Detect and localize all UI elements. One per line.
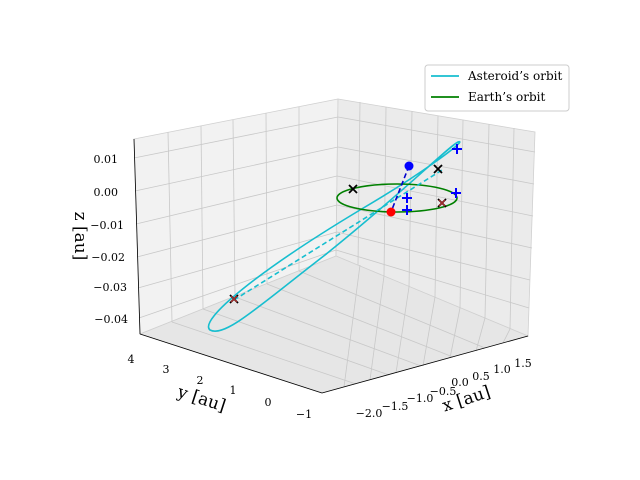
- legend-label-asteroid: Asteroid’s orbit: [467, 69, 562, 83]
- asteroid-position-marker: [404, 161, 414, 171]
- y-tick-label: 2: [197, 374, 204, 387]
- cross-marker: [348, 184, 358, 194]
- y-tick-label: 3: [163, 363, 170, 376]
- z-tick-label: −0.02: [91, 251, 125, 264]
- red-cross-marker: [438, 199, 446, 207]
- plus-marker: [452, 144, 462, 154]
- legend-box: [424, 64, 570, 112]
- x-tick-label: 0.5: [472, 370, 490, 383]
- plus-marker: [451, 188, 461, 198]
- plus-marker: [402, 193, 412, 203]
- y-tick-label: 0: [265, 396, 272, 409]
- x-tick-label: −1.0: [407, 392, 434, 405]
- x-tick-label: −0.5: [430, 385, 457, 398]
- x-tick-label: 0.0: [451, 376, 469, 389]
- x-tick-label: 1.0: [493, 363, 511, 376]
- asteroid-orbit-line: [207, 140, 461, 332]
- z-axis-label: z [au]: [70, 212, 90, 261]
- x-tick-label: −2.0: [356, 407, 383, 420]
- x-tick-label: 1.5: [514, 357, 532, 370]
- x-tick-label: −1.5: [382, 400, 409, 413]
- line-of-nodes: [233, 169, 443, 301]
- earth-position-marker: [386, 207, 396, 217]
- z-tick-label: 0.01: [94, 153, 119, 166]
- z-tick-label: −0.01: [90, 219, 124, 232]
- plus-marker: [402, 205, 412, 215]
- cross-marker: [433, 164, 443, 174]
- z-tick-label: 0.00: [94, 186, 119, 199]
- legend: Asteroid’s orbit Earth’s orbit: [424, 64, 570, 112]
- y-tick-label: 4: [128, 353, 135, 366]
- x-axis: −2.0 −1.5 −1.0 −0.5 0.0 0.5 1.0 1.5 x [a…: [321, 335, 532, 420]
- z-tick-label: −0.04: [94, 313, 128, 326]
- red-cross-marker: [230, 295, 238, 303]
- legend-label-earth: Earth’s orbit: [468, 90, 545, 104]
- z-axis: 0.01 0.00 −0.01 −0.02 −0.03 −0.04 z [au]: [70, 138, 141, 335]
- z-tick-label: −0.03: [93, 281, 127, 294]
- position-markers: [229, 144, 462, 304]
- grid-lines: [133, 101, 536, 388]
- y-tick-label: −1: [296, 408, 312, 421]
- asteroid-earth-connector: [390, 165, 410, 213]
- y-tick-label: 1: [230, 384, 237, 397]
